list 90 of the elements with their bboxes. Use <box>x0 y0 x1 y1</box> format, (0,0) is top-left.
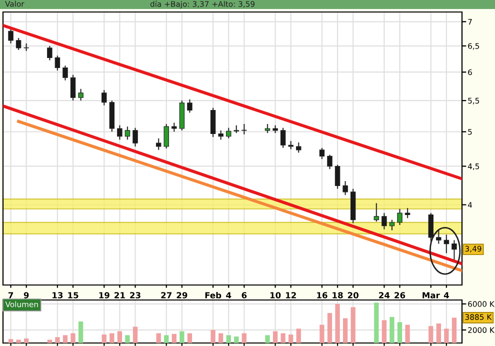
candlestick <box>164 123 169 150</box>
bar <box>70 333 76 343</box>
candlestick <box>16 37 22 51</box>
x-tick-label: 6 <box>242 292 247 298</box>
bar <box>156 333 161 343</box>
x-tick-label: 4 <box>226 292 232 298</box>
candlestick <box>319 147 325 160</box>
bar <box>320 324 324 343</box>
bar <box>117 331 122 343</box>
candlestick <box>218 130 224 140</box>
bar <box>226 335 231 343</box>
x-tick-label: 10 <box>270 292 281 298</box>
bar <box>288 334 294 343</box>
bar <box>55 337 60 343</box>
x-tick-label: 7 <box>8 292 14 298</box>
bar <box>24 338 29 343</box>
bar <box>218 333 224 343</box>
candlestick <box>389 219 395 231</box>
candlestick <box>210 107 216 138</box>
bar <box>296 328 301 343</box>
bar <box>102 334 106 343</box>
candlestick <box>397 208 402 226</box>
candlestick <box>117 124 122 140</box>
candlestick <box>382 212 387 230</box>
bar <box>234 336 239 343</box>
x-tick-label: 29 <box>176 292 188 298</box>
candlestick <box>334 164 340 190</box>
bar <box>390 316 394 343</box>
bar <box>125 335 130 343</box>
candlestick <box>172 122 177 132</box>
candlestick <box>8 28 14 44</box>
x-tick-label: 21 <box>114 292 125 298</box>
candlestick <box>264 123 270 134</box>
bar <box>265 335 270 343</box>
candlestick <box>47 45 52 61</box>
x-tick-label: 24 <box>379 292 390 298</box>
bar <box>242 333 247 343</box>
bar <box>342 318 348 343</box>
x-tick-label: 19 <box>99 292 110 298</box>
bar <box>350 307 356 343</box>
x-tick-label: 20 <box>348 292 358 298</box>
x-tick-label: 23 <box>130 292 140 298</box>
candlestick <box>226 127 232 139</box>
bar <box>16 340 21 343</box>
bar <box>280 333 286 343</box>
bar <box>62 335 68 343</box>
bar <box>382 320 387 343</box>
bar <box>164 335 169 343</box>
candlestick <box>70 74 76 102</box>
x-tick-label: 12 <box>286 292 296 298</box>
candlestick <box>374 202 380 222</box>
candlestick <box>78 88 84 102</box>
bar <box>272 331 278 343</box>
bar <box>397 322 402 343</box>
x-tick-label: 16 <box>317 292 328 298</box>
candlestick <box>102 89 107 106</box>
bar <box>335 304 340 343</box>
bar <box>405 324 410 343</box>
bar <box>180 331 184 343</box>
x-tick-label: 18 <box>332 292 343 298</box>
bar <box>47 340 52 343</box>
candlestick <box>187 98 192 114</box>
candlestick <box>296 142 302 154</box>
candlestick <box>242 123 247 135</box>
x-tick-label: 27 <box>161 292 172 298</box>
x-tick-label: Feb <box>205 292 222 298</box>
candlestick <box>156 138 162 150</box>
candlestick <box>404 207 410 219</box>
candlestick <box>54 55 60 72</box>
bar <box>8 339 14 343</box>
bar <box>110 333 114 343</box>
bar <box>78 322 84 343</box>
candlestick <box>327 154 332 170</box>
candlestick <box>342 180 348 196</box>
candlestick <box>62 65 68 81</box>
x-tick-label: 9 <box>24 292 29 298</box>
bar <box>172 334 176 343</box>
bar <box>132 326 138 343</box>
bar <box>187 333 192 343</box>
x-tick-label: Mar <box>422 292 440 298</box>
bar <box>210 330 216 343</box>
x-tick-label: 26 <box>394 292 406 298</box>
candlestick <box>132 127 138 148</box>
x-tick-label: 15 <box>68 292 78 298</box>
x-tick-label: 13 <box>52 292 63 298</box>
candlestick <box>124 126 130 140</box>
candlestick <box>280 127 286 148</box>
bar <box>374 302 379 343</box>
x-tick-label: 4 <box>444 292 449 298</box>
bar <box>327 313 332 343</box>
